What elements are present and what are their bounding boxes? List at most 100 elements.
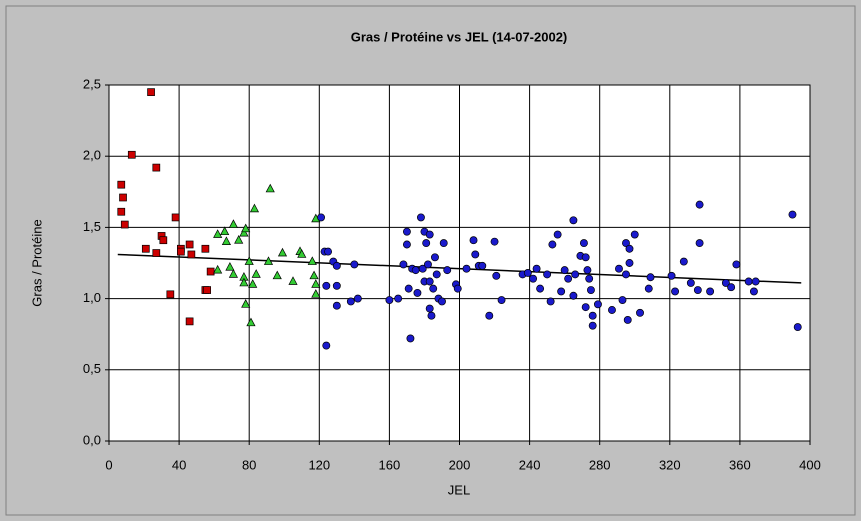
data-point [297,249,307,258]
data-point [249,203,260,213]
data-point [671,287,680,296]
data-point [239,277,249,287]
data-point [625,244,634,253]
data-point [588,311,597,320]
data-point [548,240,557,249]
y-tick-label: 1,5 [83,219,101,234]
data-point [622,270,630,279]
data-point [141,244,150,253]
data-point [221,236,232,245]
y-tick-label: 1,0 [83,290,101,305]
data-point [569,291,578,300]
x-axis-label: JEL [448,482,470,497]
data-point [228,219,239,228]
data-point [543,270,552,279]
data-point [727,283,736,292]
data-point [585,274,594,283]
data-point [117,180,126,189]
data-point [322,281,331,290]
data-point [453,284,462,293]
x-tick-label: 160 [379,457,401,472]
data-point [644,284,653,293]
data-point [402,240,411,249]
data-point [618,296,627,304]
trend-line [117,253,802,284]
data-point [220,226,230,236]
data-point [744,277,753,286]
data-point [120,220,129,229]
x-tick-label: 280 [589,457,611,472]
data-point [277,247,288,257]
data-point [485,311,494,320]
data-point [332,261,341,270]
data-point [311,289,321,298]
data-point [201,244,210,253]
data-point [706,287,715,296]
data-point [402,227,411,236]
x-tick-label: 400 [799,457,821,472]
data-point [536,284,545,293]
data-point [630,230,639,239]
y-tick-label: 0,0 [83,432,101,447]
x-tick-label: 40 [172,457,186,472]
data-point [695,239,704,248]
data-point [213,264,223,274]
data-point [288,276,298,285]
data-point [147,88,155,96]
data-point [399,260,408,269]
data-point [469,236,478,245]
data-point [127,150,136,159]
data-point [317,213,326,222]
data-point [311,279,321,288]
data-point [332,301,341,310]
y-tick-label: 0,5 [83,361,101,376]
data-point [251,269,261,278]
data-point [427,311,436,320]
data-point [546,297,555,306]
data-point [593,300,602,309]
data-point [623,316,632,324]
data-point [394,294,403,303]
y-tick-label: 2,0 [83,148,101,163]
data-point [432,270,441,279]
data-point [679,257,688,266]
data-point [608,306,616,314]
data-point [152,163,161,172]
data-point [353,294,362,303]
data-point [693,286,702,295]
data-point [497,296,506,304]
data-point [177,247,185,256]
data-point [152,249,161,257]
data-point [625,259,634,267]
data-point [416,213,425,222]
data-point [406,334,415,343]
data-point [579,239,588,248]
data-point [569,216,578,225]
x-tick-label: 240 [519,457,541,472]
data-point [332,281,341,290]
data-point [586,286,595,295]
data-point [213,229,223,238]
x-tick-label: 120 [308,457,330,472]
data-point [695,200,704,209]
data-point [307,256,317,265]
data-point [203,286,211,294]
y-tick-label: 2,5 [83,76,101,91]
y-axis-label: Gras / Protéine [29,219,44,306]
data-point [425,304,434,313]
data-point [431,253,439,262]
data-point [588,321,597,330]
data-point [244,256,254,265]
data-point [411,266,420,275]
data-point [793,323,802,332]
data-point [425,277,434,286]
data-point [309,270,319,280]
data-point [324,247,333,256]
data-point [159,236,168,245]
data-point [686,278,695,287]
data-point [119,193,127,202]
data-point [418,264,427,273]
data-point [478,261,487,270]
data-point [523,269,532,277]
